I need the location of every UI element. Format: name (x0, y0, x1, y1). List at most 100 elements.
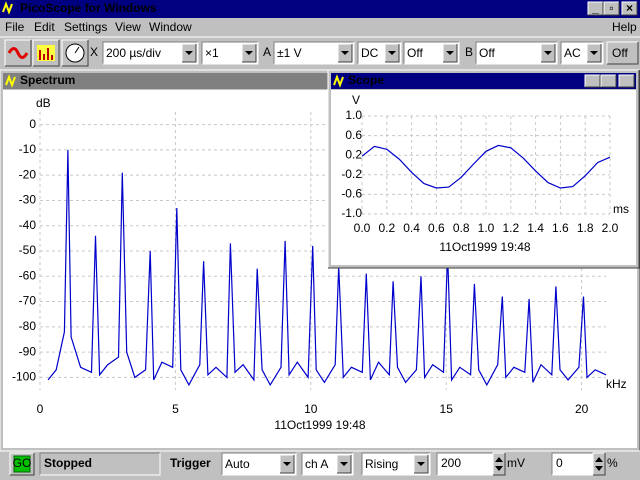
x-tick-label: 20 (575, 402, 589, 416)
trigger-mode-text: Auto (225, 457, 250, 471)
status-text: Stopped (44, 456, 92, 470)
trigger-channel-arrow (340, 462, 348, 466)
delay-input-shadow (551, 452, 593, 475)
timebase (103, 42, 198, 64)
chart-window-button[interactable] (601, 75, 616, 87)
a-range-button-shadow (338, 44, 353, 63)
window-button-light (603, 1, 619, 15)
x-axis-label: ms (613, 202, 629, 216)
x-tick-label: 0.4 (403, 221, 420, 235)
window-button-glyph: _ (591, 1, 599, 15)
trigger-channel-light (302, 453, 354, 476)
chart-icon (5, 74, 16, 88)
menu-item[interactable]: File (5, 20, 25, 34)
chart-window-button[interactable] (585, 75, 600, 87)
chart-window-button-shadow (619, 75, 635, 88)
trigger-label: Trigger (170, 456, 211, 470)
chart-title-bar (331, 73, 636, 89)
y-tick-label: 0 (29, 117, 36, 131)
chart-window-button[interactable] (619, 75, 634, 87)
y-tick-label: -100 (12, 370, 36, 384)
tool-button-shadow (62, 40, 89, 67)
trace (47, 149, 607, 387)
status-panel-light (40, 453, 161, 476)
trigger-edge-button-light (413, 454, 428, 473)
b-option-text: Off (612, 46, 628, 60)
go-led (13, 455, 31, 473)
trigger-channel-text: ch A (305, 457, 328, 471)
window-title: PicoScope for Windows (20, 1, 157, 15)
y-tick-label: -1.0 (341, 206, 362, 220)
chart-window-title: Scope (348, 73, 384, 87)
chart-window-title: Spectrum (20, 73, 75, 87)
threshold-input (437, 453, 493, 475)
timestamp: 11Oct1999 19:48 (439, 240, 531, 254)
x-tick-label: 10 (304, 402, 318, 416)
y-tick-label: -70 (19, 294, 37, 308)
x-label: X (90, 45, 98, 59)
a-option-light (404, 42, 460, 65)
trigger-mode-button-light (279, 454, 294, 473)
trigger-mode-light (222, 453, 297, 476)
x-tick-label: 0.6 (428, 221, 445, 235)
threshold-spin[interactable] (493, 453, 505, 475)
status-panel (40, 453, 160, 475)
a-range-button-light (337, 43, 352, 62)
x-tick-label: 15 (440, 402, 454, 416)
window-button-shadow (604, 2, 620, 16)
window-button-glyph: × (626, 1, 633, 15)
window-button[interactable] (588, 2, 603, 15)
b-coupling-shadow (560, 41, 603, 64)
a-option-shadow (403, 41, 459, 64)
trigger-edge (362, 453, 430, 475)
delay-spin-light (592, 452, 605, 475)
menu-item[interactable]: View (115, 20, 141, 34)
trigger-mode-shadow (221, 452, 296, 475)
a-range-text: ±1 V (277, 46, 302, 60)
x-tick-label: 1.6 (552, 221, 569, 235)
title-bar (0, 0, 640, 18)
spin-arrows (595, 457, 603, 471)
window-button-shadow (588, 2, 604, 16)
a-option-button-shadow (443, 44, 458, 63)
menu-item[interactable]: Edit (34, 20, 55, 34)
trigger-edge-light (362, 453, 431, 476)
delay-spin[interactable] (593, 453, 605, 475)
spin-arrows (495, 457, 503, 471)
x-tick-label: 1.0 (478, 221, 495, 235)
b-option-light (606, 41, 638, 64)
threshold-unit: mV (507, 456, 525, 470)
menu-item[interactable]: Help (612, 20, 637, 34)
threshold-spin-light (492, 452, 505, 475)
trigger-edge-shadow (361, 452, 430, 475)
menu-item[interactable]: Settings (64, 20, 107, 34)
window-button[interactable] (622, 2, 637, 15)
a-coupling-light (358, 42, 402, 65)
a-option-arrow (446, 51, 454, 55)
y-tick-label: -0.6 (341, 187, 362, 201)
menu-item[interactable]: Window (149, 20, 192, 34)
a-range-light (274, 42, 355, 65)
x-tick-label: 2.0 (602, 221, 619, 235)
window-button[interactable] (604, 2, 619, 15)
window-button-shadow (622, 2, 638, 16)
clock-hand (74, 46, 80, 54)
trigger-mode-button-shadow (280, 455, 295, 474)
b-coupling-light (561, 42, 604, 65)
chart-icon (333, 74, 344, 88)
threshold-input-shadow (436, 452, 493, 475)
x-tick-label: 0 (37, 402, 44, 416)
trigger-edge-arrow (417, 462, 425, 466)
delay-unit: % (607, 456, 618, 470)
multiplier-text: ×1 (205, 46, 219, 60)
wave-icon (7, 47, 29, 59)
y-tick-label: -20 (19, 167, 37, 181)
a-range-shadow (273, 41, 354, 64)
y-tick-label: -40 (19, 218, 37, 232)
b-label: B (465, 45, 473, 59)
b-option[interactable] (607, 42, 638, 64)
b-coupling-arrow (590, 51, 598, 55)
b-coupling-button-shadow (587, 44, 602, 63)
